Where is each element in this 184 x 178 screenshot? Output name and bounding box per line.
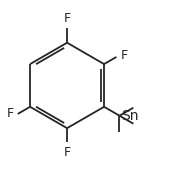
Text: F: F (120, 49, 128, 62)
Text: F: F (63, 12, 71, 25)
Text: F: F (7, 107, 14, 121)
Text: F: F (63, 146, 71, 159)
Text: Sn: Sn (121, 109, 139, 123)
